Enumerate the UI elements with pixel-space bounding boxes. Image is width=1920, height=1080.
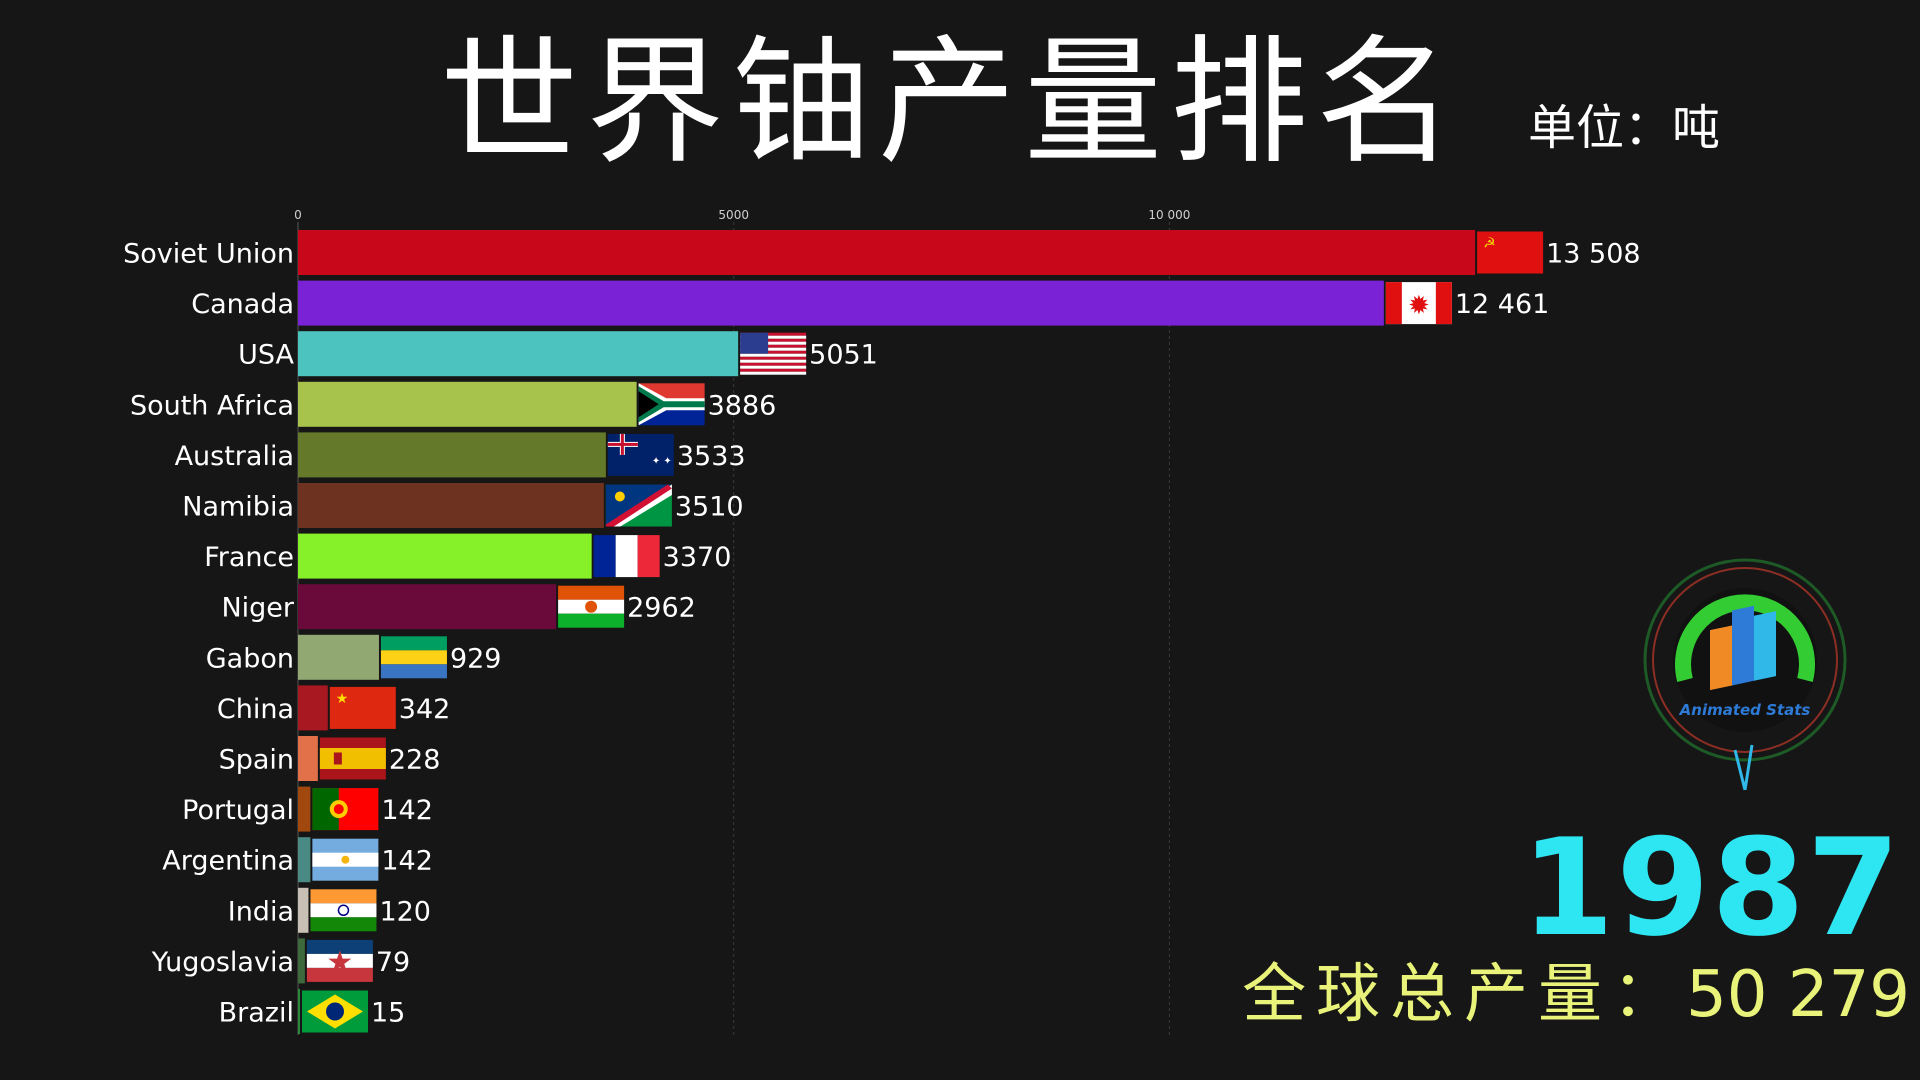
unit-label: 单位：吨: [1528, 100, 1721, 156]
bar-5: [298, 483, 604, 528]
svg-text:✹: ✹: [1408, 291, 1430, 321]
bar-8: [298, 634, 379, 680]
category-label-11: Portugal: [182, 795, 294, 826]
india-flag-icon: [310, 889, 377, 932]
argentina-flag-icon: [312, 838, 379, 881]
value-label-2: 5051: [809, 340, 878, 371]
usa-flag-icon: [740, 332, 807, 375]
chart-title: 世界铀产量排名: [440, 22, 1463, 183]
value-label-12: 142: [381, 846, 433, 877]
global-total: 全球总产量：50 279: [1242, 955, 1910, 1035]
bar-0: [298, 230, 1476, 275]
spain-flag-icon: [319, 737, 386, 780]
category-label-6: France: [204, 542, 294, 573]
svg-text:✦ ✦: ✦ ✦: [652, 456, 672, 467]
global-total-label: 全球总产量：: [1242, 958, 1687, 1032]
animated-stats-logo: Animated Stats: [1640, 550, 1860, 791]
category-label-1: Canada: [191, 289, 294, 320]
bar-4: [298, 432, 606, 478]
svg-text:★: ★: [326, 945, 353, 980]
logo-text: Animated Stats: [1679, 701, 1811, 719]
south-africa-flag-icon: [638, 383, 705, 426]
value-label-0: 13 508: [1546, 239, 1640, 270]
australia-flag-icon: ✦ ✦: [607, 433, 674, 476]
gabon-flag-icon: [380, 636, 447, 679]
category-label-8: Gabon: [206, 643, 294, 674]
value-label-14: 79: [376, 947, 410, 978]
bar-14: [298, 938, 305, 984]
bar-1: [298, 280, 1384, 326]
value-label-1: 12 461: [1455, 289, 1549, 320]
bar-3: [298, 381, 637, 427]
bar-15: [298, 989, 300, 1034]
value-label-15: 15: [371, 998, 405, 1029]
brazil-flag-icon: [302, 990, 368, 1033]
year-display: 1987: [1521, 810, 1902, 966]
ussr-flag-icon: ☭: [1477, 231, 1544, 274]
bar-6: [298, 533, 592, 579]
category-label-0: Soviet Union: [123, 239, 294, 270]
tick-label-2: 10 000: [1148, 208, 1190, 222]
portugal-flag-icon: [312, 788, 379, 831]
bar-10: [298, 736, 318, 781]
svg-text:★: ★: [336, 691, 349, 707]
category-label-7: Niger: [221, 593, 294, 624]
svg-text:☭: ☭: [1483, 236, 1496, 252]
value-label-13: 120: [379, 896, 431, 927]
namibia-flag-icon: [605, 484, 672, 527]
yugoslavia-flag-icon: ★: [306, 939, 373, 982]
value-label-7: 2962: [627, 593, 696, 624]
value-label-3: 3886: [708, 390, 777, 421]
category-label-12: Argentina: [162, 846, 294, 877]
france-flag-icon: [593, 535, 660, 578]
category-label-5: Namibia: [182, 492, 294, 523]
niger-flag-icon: [558, 585, 625, 628]
value-label-4: 3533: [677, 441, 746, 472]
category-label-2: USA: [238, 340, 294, 371]
china-flag-icon: ★: [329, 686, 396, 729]
category-label-4: Australia: [175, 441, 294, 472]
bar-2: [298, 331, 739, 377]
value-label-8: 929: [450, 643, 502, 674]
category-label-13: India: [228, 896, 294, 927]
category-label-3: South Africa: [130, 390, 294, 421]
category-label-14: Yugoslavia: [151, 947, 294, 978]
global-total-value: 50 279: [1686, 958, 1910, 1032]
bar-9: [298, 685, 328, 731]
value-label-6: 3370: [663, 542, 732, 573]
category-label-10: Spain: [219, 745, 294, 776]
value-label-5: 3510: [675, 492, 744, 523]
value-label-9: 342: [399, 694, 451, 725]
bar-layer: Soviet Union ☭ 13 508 Canada ✹ 12 461 USA 5051 S…: [123, 230, 1641, 1034]
value-label-11: 142: [381, 795, 433, 826]
canada-flag-icon: ✹: [1385, 282, 1452, 325]
category-label-15: Brazil: [219, 998, 294, 1029]
value-label-10: 228: [389, 745, 441, 776]
category-label-9: China: [217, 694, 294, 725]
bar-12: [298, 837, 311, 883]
tick-label-1: 5000: [718, 208, 749, 222]
tick-label-0: 0: [294, 208, 302, 222]
bar-11: [298, 786, 311, 832]
bar-7: [298, 584, 557, 630]
bar-13: [298, 887, 309, 933]
